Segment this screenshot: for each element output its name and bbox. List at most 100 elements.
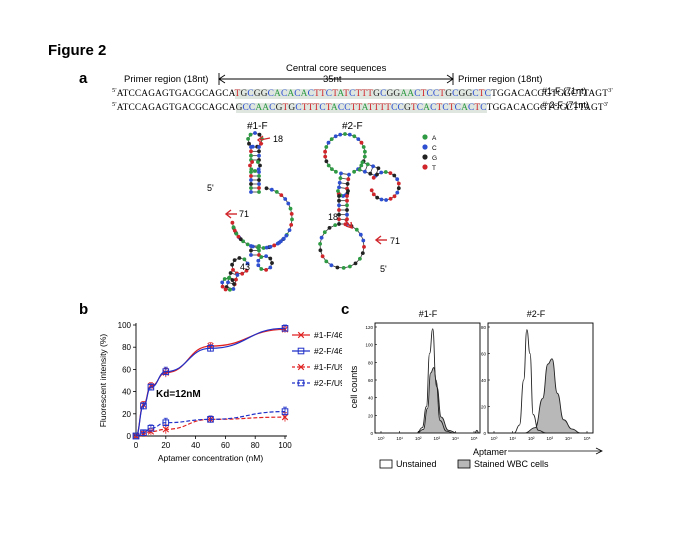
histogram-x-tick: 10³ [547,436,554,441]
histogram-y-tick: 40 [481,378,487,383]
nucleotide-dot [392,194,397,199]
nucleotide-dot [395,177,400,182]
histogram-y-tick: 100 [365,343,373,348]
nucleotide-dot [362,154,367,159]
nucleotide-dot [264,254,268,258]
stained-histogram [524,358,581,434]
nucleotide-dot [388,196,393,201]
nucleotide-dot [358,232,363,237]
nucleotide-dot [257,153,261,158]
nucleotide-dot [257,145,261,149]
nucleotide-dot [345,203,349,208]
y-tick-label: 0 [127,432,132,441]
nucleotide-dot [268,256,273,261]
nucleotide-dot [275,241,280,246]
nucleotide-dot [354,227,359,232]
histogram-x-tick: 10⁰ [378,436,385,441]
histogram-y-tick: 20 [368,413,374,418]
series-#2-F/468 [132,324,289,440]
histogram-y-tick: 80 [481,325,487,330]
nucleotide-dot [250,160,254,164]
nucleotide-dot [290,217,294,222]
nucleotide-dot [337,208,341,212]
nucleotide-dot [264,245,269,250]
histogram-panel-1: 0 20 40 60 80 100 120 10⁰ 10¹ 10² 10³ 10⁴ 10⁵ [365,322,481,441]
nucleotide-dot [318,242,322,246]
nucleotide-dot [228,271,233,275]
legend-unstained-swatch [379,459,393,469]
nucleotide-dot [347,172,351,177]
nucleotide-dot [396,181,401,186]
y-tick-label: 20 [122,410,131,419]
nucleotide-dot [345,182,350,186]
nucleotide-dot [253,131,257,135]
legend-dot-a [422,134,428,140]
legend-label: #1-F/U937 [314,362,342,372]
nucleotide-dot [375,172,379,177]
nucleotide-dot [258,163,262,168]
nucleotide-dot [326,140,331,145]
histogram-x-tick: 10² [528,436,535,441]
x-tick-label: 20 [161,441,170,450]
nucleotide-dot [256,258,261,263]
legend-stained: Stained WBC cells [474,459,549,469]
nucleotide-dot [249,190,253,194]
data-point [281,408,289,415]
unstained-histogram [514,329,546,434]
unstained-histogram [416,328,454,434]
data-point [162,419,170,426]
histogram-2-title: #2-F [527,309,546,319]
nucleotide-dot [245,242,250,247]
histogram-x-tick: 10⁴ [565,436,572,441]
nucleotide-dot [336,189,340,193]
nucleotide-dot [268,244,273,249]
nucleotide-dot [279,193,284,197]
histogram-x-tick: 10² [415,436,422,441]
mark2-5prime: 5' [380,264,387,274]
nucleotide-dot [249,186,253,190]
primer-right-label: Primer region (18nt) [458,74,543,85]
histogram-x-tick: 10⁰ [491,436,498,441]
nucleotide-dot [257,170,261,174]
nucleotide-dot [365,162,370,167]
nucleotide-dot [318,248,323,253]
mark-71: 71 [239,209,249,219]
mark-43: 43 [240,262,250,272]
series-#2-F/U937 [132,406,289,440]
structure-2-title: #2-F [342,121,363,132]
panel-a-label: a [79,70,88,87]
nucleotide-dot [284,233,289,238]
legend-label: #2-F/U937 [314,378,342,388]
sequence-1-F: 5'ATCCAGAGTGACGCAGCATGCGGCACACACTTCTATCT… [112,87,613,100]
nucleotide-dot [259,267,264,271]
histogram-y-tick: 60 [481,352,487,357]
nucleotide-dot [246,137,250,141]
nucleotide-dot [231,225,236,230]
legend-text-t: T [432,165,436,172]
nucleotide-dot [352,134,357,139]
y-tick-label: 60 [122,365,131,374]
nucleotide-dot [361,145,366,149]
nucleotide-dot [256,263,261,268]
nucleotide-dot [353,261,358,266]
histogram-x-tick: 10³ [434,436,441,441]
nucleotide-dot [324,159,329,164]
nucleotide-dot [379,197,384,202]
nucleotide-dot [259,255,264,259]
nucleotide-dot [264,186,269,191]
legend-dot-c [422,144,428,150]
nucleotide-dot [261,246,266,250]
x-tick-label: 40 [191,441,200,450]
nucleotide-dot [230,278,235,282]
nucleotide-dot [368,171,373,176]
nucleotide-dot [249,182,253,186]
nucleotide-dot [226,276,231,280]
nucleotide-dot [375,195,380,200]
nucleotide-dot [396,186,401,191]
legend-marker [297,347,305,355]
nucleotide-dot [337,212,341,217]
nucleotide-dot [320,254,325,259]
nucleotide-dot [272,243,277,248]
histogram-panel-2: 0 20 40 60 80 10⁰ 10¹ 10² 10³ 10⁴ 10⁵ [481,322,594,441]
core-length: 35nt [323,74,342,85]
